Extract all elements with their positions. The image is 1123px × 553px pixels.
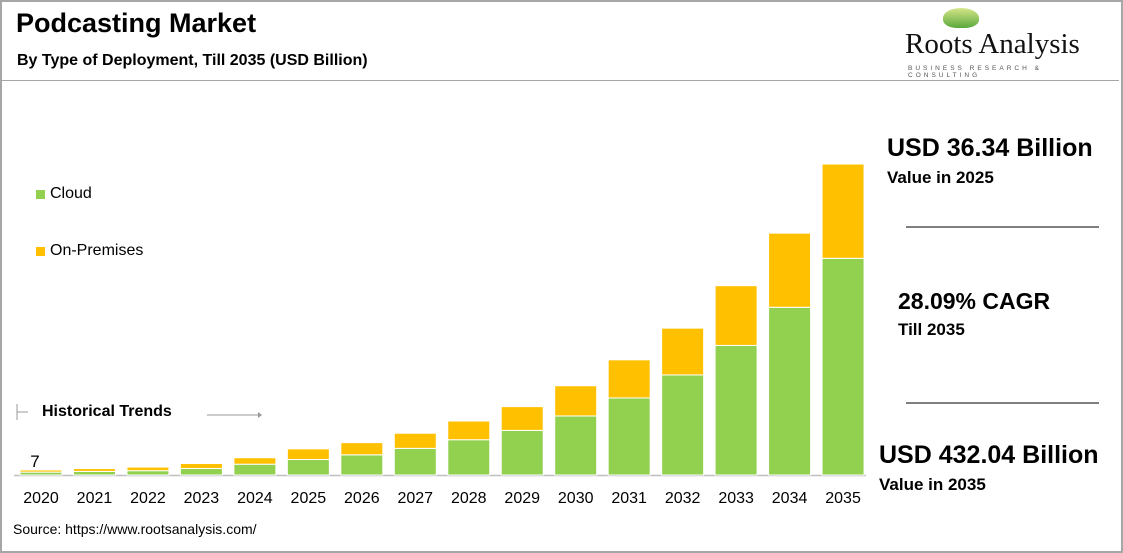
x-tick-label: 2033	[718, 490, 754, 507]
stat-label-2035: Value in 2035	[879, 475, 986, 494]
historical-arrowhead	[258, 412, 262, 418]
bar-on-premises-2034	[768, 232, 812, 308]
bar-cloud-2026	[340, 454, 384, 476]
logo-tagline: BUSINESS RESEARCH & CONSULTING	[908, 65, 1042, 79]
bar-cloud-2033	[714, 344, 758, 476]
roots-analysis-logo: Roots Analysis BUSINESS RESEARCH & CONSU…	[905, 8, 1110, 79]
stat-cagr-label: Till 2035	[898, 320, 965, 339]
legend-swatch-on-premises	[36, 246, 45, 256]
stat-value-2025: USD 36.34 Billion	[887, 134, 1093, 162]
bar-on-premises-2027	[393, 432, 437, 449]
x-tick-label: 2024	[237, 490, 273, 507]
chart-subtitle: By Type of Deployment, Till 2035 (USD Bi…	[17, 52, 368, 69]
x-tick-label: 2034	[772, 490, 808, 507]
stat-divider	[906, 402, 1099, 404]
bar-cloud-2024	[233, 463, 277, 476]
x-tick-label: 2023	[184, 490, 220, 507]
stat-divider	[906, 226, 1099, 228]
bar-on-premises-2033	[714, 285, 758, 346]
x-tick-label: 2029	[504, 490, 540, 507]
source-note: Source: https://www.rootsanalysis.com/	[13, 521, 257, 537]
bar-on-premises-2030	[554, 385, 598, 417]
logo-name: Roots Analysis	[905, 28, 1080, 60]
bar-cloud-2034	[768, 306, 812, 476]
x-tick-label: 2028	[451, 490, 487, 507]
x-tick-label: 2031	[611, 490, 647, 507]
x-tick-label: 2025	[291, 490, 327, 507]
tree-icon	[943, 8, 979, 28]
bar-cloud-2035	[821, 257, 865, 476]
legend-item-cloud: Cloud	[36, 185, 92, 203]
chart-title: Podcasting Market	[16, 8, 257, 38]
x-tick-label: 2021	[77, 490, 113, 507]
legend-label: Cloud	[50, 185, 92, 202]
bar-cloud-2025	[286, 459, 330, 476]
bar-on-premises-2025	[286, 448, 330, 461]
bar-cloud-2029	[500, 429, 544, 476]
x-tick-label: 2035	[825, 490, 861, 507]
bar-on-premises-2021	[72, 468, 116, 472]
bar-on-premises-2032	[661, 327, 705, 376]
stat-label-2025: Value in 2025	[887, 168, 994, 187]
data-label: 7	[30, 452, 39, 471]
bar-cloud-2031	[607, 397, 651, 476]
bar-on-premises-2028	[447, 420, 491, 441]
bar-on-premises-2024	[233, 457, 277, 465]
bar-on-premises-2031	[607, 359, 651, 399]
legend-item-on-premises: On-Premises	[36, 242, 143, 260]
stat-value-2035: USD 432.04 Billion	[879, 441, 1099, 469]
bar-on-premises-2022	[126, 466, 170, 472]
x-tick-label: 2030	[558, 490, 594, 507]
bar-cloud-2032	[661, 374, 705, 476]
bar-cloud-2022	[126, 470, 170, 476]
historical-trends-label: Historical Trends	[42, 403, 172, 420]
x-tick-label: 2026	[344, 490, 380, 507]
legend-label: On-Premises	[50, 242, 144, 259]
bar-on-premises-2020	[19, 469, 63, 473]
bar-cloud-2030	[554, 415, 598, 476]
legend-swatch-cloud	[36, 189, 45, 199]
x-tick-label: 2022	[130, 490, 166, 507]
bar-cloud-2027	[393, 447, 437, 476]
bar-cloud-2023	[179, 468, 223, 476]
header-divider	[0, 80, 1119, 81]
bar-on-premises-2029	[500, 406, 544, 431]
bar-on-premises-2026	[340, 442, 384, 456]
x-tick-label: 2020	[23, 490, 59, 507]
stat-cagr: 28.09% CAGR	[898, 288, 1051, 314]
bar-cloud-2021	[72, 470, 116, 476]
x-tick-label: 2032	[665, 490, 701, 507]
x-tick-label: 2027	[397, 490, 433, 507]
bar-on-premises-2023	[179, 462, 223, 470]
bar-cloud-2028	[447, 439, 491, 476]
bar-on-premises-2035	[821, 163, 865, 259]
